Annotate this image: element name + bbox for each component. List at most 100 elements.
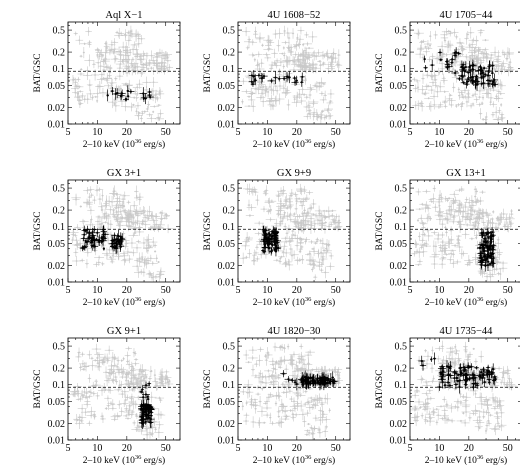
reference-point <box>293 60 296 63</box>
reference-point <box>143 220 145 223</box>
panel-title: 4U 1608−52 <box>268 10 321 21</box>
x-axis-label: 2–10 keV (1036 erg/s) <box>253 138 335 150</box>
reference-point <box>79 90 82 93</box>
reference-point <box>490 57 492 59</box>
y-tick-label: 0.1 <box>53 222 66 233</box>
reference-point <box>289 218 292 221</box>
reference-point <box>425 85 428 88</box>
reference-point <box>473 73 476 76</box>
reference-point <box>296 58 299 61</box>
reference-point <box>113 215 116 218</box>
reference-point <box>112 192 115 195</box>
reference-point <box>163 217 166 220</box>
reference-point <box>90 218 93 221</box>
reference-point <box>109 67 112 70</box>
reference-point <box>116 31 118 34</box>
x-axis-label-unit: erg/s) <box>483 139 507 150</box>
reference-point <box>329 63 332 66</box>
reference-point <box>421 88 424 91</box>
reference-point <box>136 92 139 95</box>
reference-point <box>479 112 482 115</box>
reference-point <box>137 114 140 117</box>
reference-point <box>455 105 458 107</box>
reference-point <box>497 90 500 93</box>
source-point <box>300 81 303 84</box>
y-tick-label: 0.02 <box>218 103 236 114</box>
reference-point <box>157 226 160 229</box>
reference-point <box>132 234 135 237</box>
reference-point <box>88 43 91 46</box>
source-point <box>295 79 298 82</box>
reference-point <box>288 37 290 39</box>
reference-point <box>267 200 270 202</box>
reference-point <box>299 226 301 229</box>
reference-point <box>72 233 75 236</box>
reference-point <box>275 100 277 102</box>
x-axis-label-exponent: 36 <box>135 138 142 145</box>
reference-point <box>155 257 158 260</box>
panel-title: Aql X−1 <box>105 10 142 21</box>
reference-point <box>126 49 129 52</box>
reference-point <box>79 205 82 208</box>
y-tick-label: 0.2 <box>53 206 66 217</box>
reference-point <box>288 59 291 62</box>
reference-point <box>500 116 503 119</box>
plot-area <box>68 25 180 123</box>
reference-point <box>133 96 136 99</box>
source-point <box>482 75 485 78</box>
reference-point <box>431 55 434 58</box>
reference-point <box>495 97 498 100</box>
reference-point <box>113 99 116 101</box>
source-point <box>288 76 291 79</box>
reference-point <box>115 207 118 210</box>
reference-point <box>315 214 317 217</box>
reference-point <box>259 96 262 99</box>
source-point <box>111 89 114 93</box>
reference-point <box>417 104 420 107</box>
reference-point <box>78 39 81 42</box>
reference-point <box>137 240 140 243</box>
reference-point <box>242 257 245 260</box>
reference-point <box>105 45 108 48</box>
reference-point <box>300 29 302 32</box>
reference-point <box>131 242 133 244</box>
source-point <box>120 238 123 241</box>
reference-point <box>136 86 139 89</box>
reference-point <box>113 41 116 44</box>
reference-point <box>157 261 160 263</box>
source-point <box>250 80 253 83</box>
panel-title: 4U 1705−44 <box>440 10 494 21</box>
reference-point <box>157 52 159 55</box>
reference-point <box>258 37 261 40</box>
reference-point <box>284 92 287 95</box>
reference-point <box>295 207 298 210</box>
reference-point <box>120 204 122 207</box>
reference-point <box>133 204 136 207</box>
reference-point <box>132 58 134 61</box>
reference-point <box>304 49 306 52</box>
reference-point <box>466 100 468 103</box>
y-tick-label: 0.2 <box>53 48 66 59</box>
source-point <box>115 240 118 243</box>
reference-point <box>258 68 261 70</box>
reference-point <box>323 83 325 85</box>
reference-point <box>141 210 143 213</box>
reference-point <box>269 218 272 221</box>
reference-point <box>323 210 325 212</box>
reference-point <box>148 62 150 65</box>
reference-point <box>129 214 132 217</box>
reference-point <box>303 189 306 191</box>
reference-point <box>457 103 460 106</box>
reference-point <box>424 92 427 95</box>
reference-point <box>465 55 468 58</box>
reference-point <box>127 31 130 34</box>
y-tick-label: 0.2 <box>223 48 236 59</box>
reference-point <box>128 213 131 215</box>
reference-point <box>281 220 284 223</box>
x-axis-label-text: 2–10 keV (10 <box>253 139 305 150</box>
reference-point <box>457 55 460 58</box>
reference-point <box>282 204 285 207</box>
reference-point <box>312 203 315 205</box>
reference-point <box>98 256 101 259</box>
reference-point <box>500 84 503 87</box>
